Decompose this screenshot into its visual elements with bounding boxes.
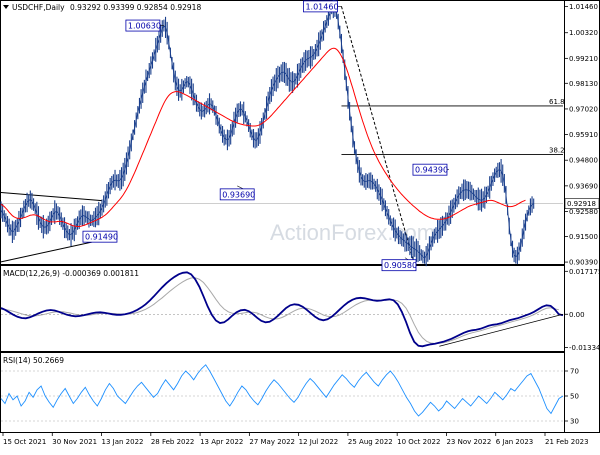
price-tick-label: 0.98130 [569,80,598,88]
rsi-title: RSI(14) 50.2669 [3,356,64,365]
price-line [0,5,534,259]
macd-signal-line [0,277,560,345]
price-tick-label: 0.90390 [569,259,598,267]
callout-label: 1.01460 [305,2,338,11]
callout-label: 0.90580 [384,261,417,270]
price-tick-label: 0.94800 [569,157,598,165]
x-tick-label: 15 Oct 2021 [3,438,46,446]
callout-box [303,0,338,13]
rsi-tick-label: 30 [570,418,579,426]
price-tick-label: 0.99210 [569,55,598,63]
macd-panel-frame [0,265,565,352]
x-tick-label: 13 Jan 2022 [102,438,144,446]
rsi-line [0,364,564,417]
price-tick-label: 0.92580 [569,208,598,216]
symbol-title: USDCHF,Daily [12,3,65,12]
x-tick-label: 21 Feb 2023 [545,438,589,446]
callout-box [412,163,448,176]
x-tick-label: 28 Feb 2022 [151,438,195,446]
callout-box [381,259,417,272]
fib-label-61.8: 61.8 [549,98,565,106]
price-plot: 61.8 38.2 1.00630 1.01460 0.93690 0.91490 0.94… [0,0,565,272]
price-tick-label: 1.01460 [569,3,598,11]
price-header: USDCHF,Daily 0.93292 0.93399 0.92854 0.9… [3,3,201,12]
rsi-plot [0,364,564,422]
current-price-box [564,198,600,209]
macd-tick-label: 0.00 [569,311,585,319]
rsi-tick-label: 70 [570,368,579,376]
x-tick-label: 10 Oct 2022 [397,438,440,446]
price-tick-label: 1.00320 [569,29,598,37]
x-tick-label: 30 Nov 2021 [52,438,97,446]
callout-label: 0.91490 [85,233,118,242]
macd-trendline [439,313,564,347]
price-tick-label: 0.91500 [569,233,598,241]
callout-label: 1.00630 [128,22,161,31]
x-tick-label: 12 Jul 2022 [299,438,339,446]
trendline-1 [0,192,103,202]
price-tick-label: 0.97020 [569,105,598,113]
watermark: ActionForex.com [270,220,435,245]
callout-box [125,19,161,32]
x-tick-label: 6 Jan 2023 [496,438,534,446]
price-tick-label: 0.95910 [569,131,598,139]
rsi-tick-label: 50 [570,393,579,401]
macd-tick-label: 0.017175 [569,268,600,276]
macd-tick-label: -0.01334 [569,344,600,352]
current-price-label: 0.92918 [567,200,596,208]
macd-title: MACD(12,26,9) -0.000369 0.001811 [3,269,139,278]
price-tick-label: 0.93690 [569,182,598,190]
moving-average-line [0,47,526,227]
callout-label: 0.93690 [222,190,255,199]
trendline-3 [340,6,414,260]
macd-plot [0,271,564,348]
x-tick-label: 25 Aug 2022 [348,438,393,446]
x-tick-label: 27 May 2022 [249,438,295,446]
ohlc-header: 0.93292 0.93399 0.92854 0.92918 [70,3,201,12]
axes: 1.01460 1.00320 0.99210 0.98130 0.97020 0.959… [2,3,600,446]
callout-box [82,230,118,243]
macd-line [0,271,564,348]
trendline-2 [0,239,103,263]
rsi-panel-frame [0,352,565,433]
x-tick-label: 13 Apr 2022 [200,438,243,446]
fib-label-38.2: 38.2 [549,146,565,154]
dropdown-triangle-icon[interactable] [3,5,9,9]
x-tick-label: 23 Nov 2022 [446,438,491,446]
callout-label: 0.94390 [415,166,448,175]
callout-box [219,188,255,201]
